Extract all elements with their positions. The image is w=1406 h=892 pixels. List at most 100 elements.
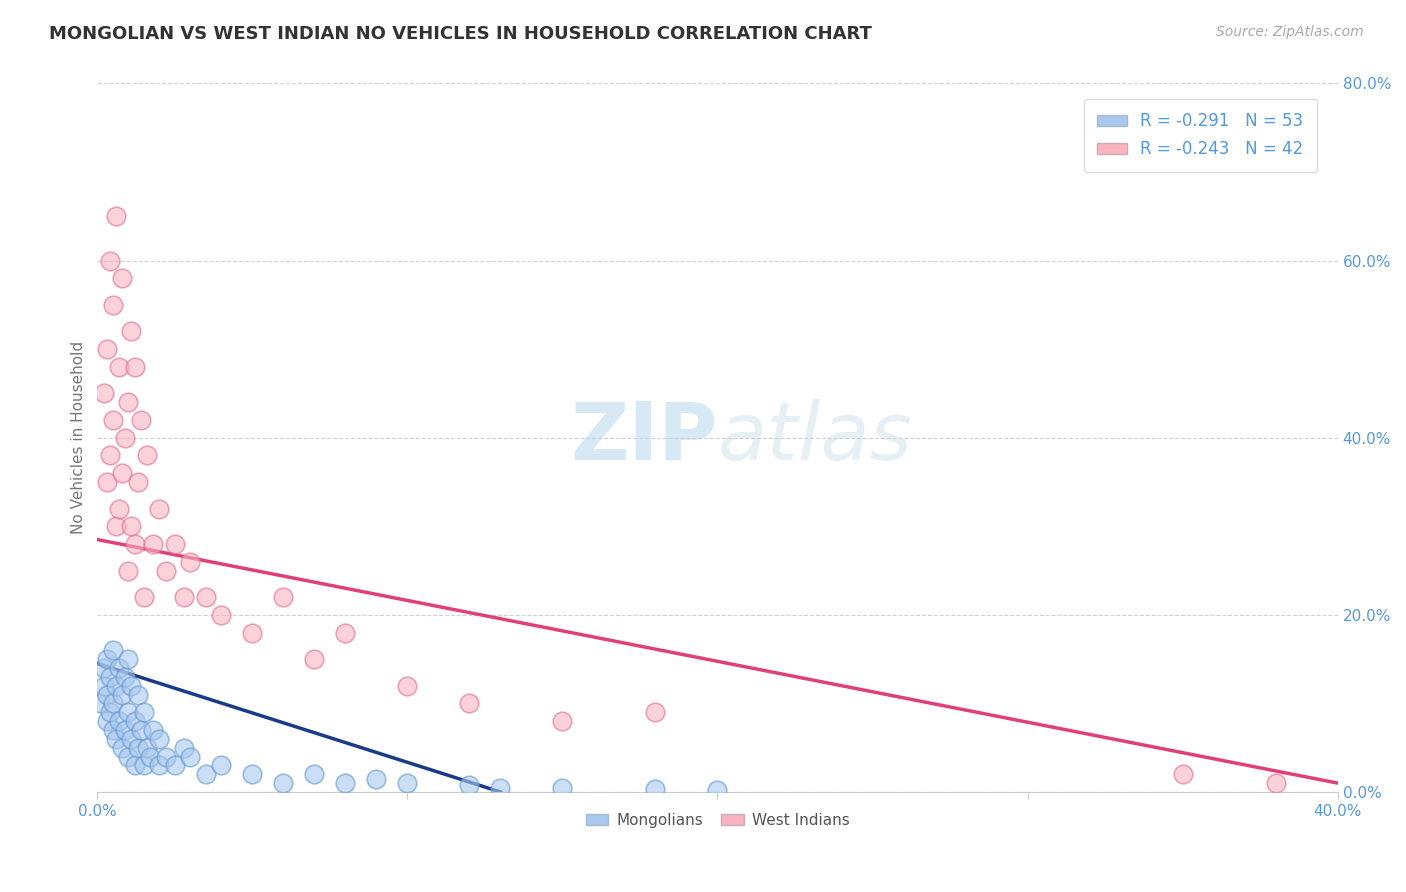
Point [96,342,118,356]
Point [209,607,232,622]
Point [155,749,177,764]
Point [114,431,136,445]
Point [366,772,388,786]
Point [96,652,118,666]
Point [458,697,481,711]
Point [101,298,124,312]
Point [129,723,152,737]
Point [155,564,177,578]
Point [120,519,142,533]
Point [96,475,118,489]
Point [127,688,149,702]
Point [179,749,201,764]
Point [117,564,139,578]
Text: ZIP: ZIP [571,399,717,476]
Point [114,670,136,684]
Point [136,449,159,463]
Point [136,740,159,755]
Point [139,749,162,764]
Point [101,723,124,737]
Point [124,359,146,374]
Text: atlas: atlas [717,399,912,476]
Point [163,537,186,551]
Point [114,723,136,737]
Point [89,697,111,711]
Point [104,679,127,693]
Point [644,705,666,719]
Point [101,413,124,427]
Point [98,670,121,684]
Point [335,776,357,790]
Point [120,731,142,746]
Point [120,325,142,339]
Point [304,652,326,666]
Point [242,767,264,781]
Point [93,679,115,693]
Point [396,679,419,693]
Point [108,714,131,728]
Point [101,643,124,657]
Point [127,475,149,489]
Point [706,783,728,797]
Point [127,740,149,755]
Point [108,359,131,374]
Point [132,705,155,719]
Point [117,749,139,764]
Point [93,661,115,675]
Point [117,395,139,409]
Point [104,209,127,223]
Text: Source: ZipAtlas.com: Source: ZipAtlas.com [1216,25,1364,39]
Point [104,519,127,533]
Point [148,758,170,772]
Point [163,758,186,772]
Point [111,688,134,702]
Point [142,723,165,737]
Point [96,714,118,728]
Point [209,758,232,772]
Point [93,386,115,401]
Point [458,778,481,792]
Point [1171,767,1194,781]
Point [104,731,127,746]
Point [96,688,118,702]
Point [120,679,142,693]
Point [194,767,217,781]
Point [98,705,121,719]
Point [98,253,121,268]
Point [489,780,512,795]
Point [108,661,131,675]
Point [98,449,121,463]
Point [132,590,155,604]
Point [117,652,139,666]
Point [396,776,419,790]
Point [335,625,357,640]
Point [111,740,134,755]
Point [304,767,326,781]
Point [173,740,195,755]
Point [148,501,170,516]
Point [124,537,146,551]
Point [273,776,295,790]
Point [1264,776,1286,790]
Point [179,555,201,569]
Point [124,758,146,772]
Point [124,714,146,728]
Point [551,714,574,728]
Point [117,705,139,719]
Point [101,697,124,711]
Point [273,590,295,604]
Point [242,625,264,640]
Point [173,590,195,604]
Point [129,413,152,427]
Point [142,537,165,551]
Point [644,782,666,797]
Y-axis label: No Vehicles in Household: No Vehicles in Household [72,341,86,534]
Point [111,466,134,480]
Point [111,271,134,285]
Point [194,590,217,604]
Legend: Mongolians, West Indians: Mongolians, West Indians [579,806,856,834]
Point [148,731,170,746]
Point [132,758,155,772]
Point [108,501,131,516]
Text: MONGOLIAN VS WEST INDIAN NO VEHICLES IN HOUSEHOLD CORRELATION CHART: MONGOLIAN VS WEST INDIAN NO VEHICLES IN … [49,25,872,43]
